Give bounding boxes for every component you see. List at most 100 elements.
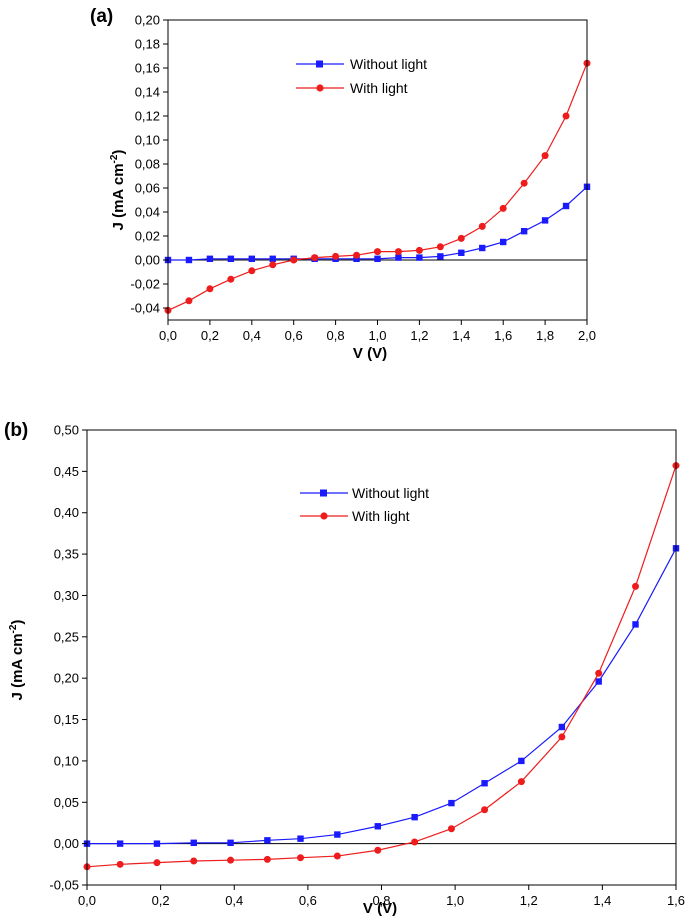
panel-b-x-tick-label: 1,2 — [520, 893, 538, 908]
panel-b-point-without-light — [481, 780, 488, 787]
panel-b-y-tick-label: 0,35 — [54, 547, 79, 562]
legend-label-with-light: With light — [352, 508, 410, 524]
panel-b-x-tick-label: 0,2 — [152, 893, 170, 908]
panel-a-label: (a) — [90, 6, 113, 27]
panel-b-x-tick-label: 1,6 — [667, 893, 685, 908]
panel-b-point-without-light — [264, 837, 271, 844]
panel-b-series-line-with-light — [86, 465, 677, 868]
panel-b-point-without-light — [227, 839, 234, 847]
panel-b-point-with-light — [411, 838, 419, 846]
panel-a-point-without-light — [185, 256, 193, 264]
panel-a-y-tick-label: 0,14 — [135, 85, 160, 100]
panel-b-y-tick-label: 0,15 — [54, 712, 79, 727]
panel-b-point-without-light — [632, 621, 639, 628]
panel-a-legend: Without light With light — [296, 56, 427, 96]
panel-a-y-tick-label: 0,06 — [135, 181, 160, 196]
panel-a-x-tick-label: 2,0 — [578, 328, 596, 343]
panel-a-point-without-light — [269, 255, 276, 262]
panel-a-y-tick-label: 0,16 — [135, 61, 160, 76]
panel-b-y-tick-label: 0,20 — [54, 671, 79, 686]
panel-b-point-without-light — [411, 813, 418, 821]
panel-b-y-tick-label: 0,00 — [54, 836, 79, 851]
panel-b-x-tick-label: 0,4 — [225, 893, 243, 908]
panel-b-point-with-light — [116, 860, 124, 868]
panel-a-x-tick-label: 1,8 — [536, 328, 554, 343]
panel-a-point-with-light — [374, 248, 381, 256]
panel-b-point-without-light — [448, 799, 455, 807]
panel-b-point-without-light — [595, 678, 602, 685]
legend-label-without-light: Without light — [352, 485, 429, 501]
panel-a-point-with-light — [499, 204, 507, 212]
panel-b-point-with-light — [297, 854, 305, 862]
panel-a-y-tick-label: 0,18 — [135, 37, 160, 52]
panel-a-point-without-light — [520, 228, 528, 235]
panel-a-y-tick-label: 0,00 — [135, 253, 160, 268]
panel-b-point-without-light — [190, 839, 197, 847]
panel-b-point-without-light — [297, 835, 304, 842]
panel-a-point-with-light — [520, 179, 528, 187]
panel-a-y-tick-label: 0,20 — [135, 13, 160, 28]
panel-b-series-line-without-light — [87, 548, 677, 845]
panel-b-x-tick-label: 0,0 — [78, 893, 96, 908]
panel-a-x-tick-label: 0,0 — [159, 328, 177, 343]
panel-b-point-without-light — [334, 831, 341, 838]
panel-b-point-without-light — [374, 823, 382, 830]
panel-a-point-without-light — [437, 253, 444, 260]
panel-a-point-without-light — [416, 254, 423, 261]
panel-a-x-tick-label: 1,4 — [452, 328, 470, 343]
panel-a-point-with-light — [457, 234, 465, 242]
panel-a-y-tick-label: 0,04 — [135, 205, 160, 220]
panel-a-point-with-light — [311, 254, 319, 262]
panel-b-point-with-light — [190, 857, 198, 865]
panel-a-point-with-light — [415, 246, 423, 254]
panel-a-y-tick-label: 0,08 — [135, 157, 160, 172]
panel-a-x-tick-label: 1,6 — [494, 328, 512, 343]
legend-marker-without-light — [320, 489, 327, 497]
panel-b-point-with-light — [227, 856, 235, 864]
legend-marker-with-light — [316, 84, 324, 92]
panel-b-y-tick-label: 0,50 — [54, 423, 79, 438]
panel-b-point-with-light — [632, 582, 640, 590]
panel-a-point-without-light — [562, 202, 570, 210]
panel-a-point-without-light — [227, 255, 235, 262]
panel-a-point-without-light — [374, 255, 381, 262]
panel-b-y-tick-label: 0,45 — [54, 464, 79, 479]
panel-b-y-tick-label: 0,25 — [54, 629, 79, 644]
panel-a-point-with-light — [332, 252, 340, 260]
panel-a-x-tick-label: 0,6 — [285, 328, 303, 343]
panel-b-point-with-light — [263, 855, 271, 863]
panel-a-y-axis-title: J (mA cm-2) — [109, 150, 127, 231]
panel-a-series-line-with-light — [167, 62, 588, 311]
panel-b-x-tick-label: 1,4 — [593, 893, 611, 908]
panel-b-point-with-light — [558, 733, 566, 741]
legend-label-with-light: With light — [350, 80, 408, 96]
panel-a-point-with-light — [353, 251, 361, 259]
panel-a-y-tick-label: -0,02 — [130, 277, 160, 292]
panel-b-x-tick-label: 1,0 — [446, 893, 464, 908]
panel-b-point-with-light — [374, 846, 382, 854]
panel-b-point-without-light — [153, 840, 161, 847]
panel-a-point-with-light — [185, 297, 193, 305]
panel-a-point-without-light — [248, 255, 255, 262]
panel-a-x-tick-label: 0,2 — [201, 328, 219, 343]
panel-a-point-with-light — [394, 248, 402, 256]
panel-a-point-with-light — [227, 275, 235, 283]
panel-a-y-tick-label: -0,04 — [130, 301, 160, 316]
panel-b-point-without-light — [116, 840, 124, 847]
panel-b-y-tick-label: 0,05 — [54, 795, 79, 810]
panel-a-point-with-light — [436, 243, 444, 251]
panel-b-legend: Without light With light — [300, 485, 429, 524]
panel-b-point-with-light — [153, 859, 161, 867]
panel-a-point-without-light — [479, 244, 486, 252]
chart-panel-b: (b) 0,0 0,2 0,4 0,6 0,8 1,0 1,2 1,4 1,6 -0,05 0,00… — [4, 420, 685, 917]
panel-a-y-tick-label: 0,10 — [135, 133, 160, 148]
panel-a-x-tick-label: 0,4 — [243, 328, 261, 343]
panel-a-point-with-light — [541, 152, 549, 160]
panel-b-y-tick-label: 0,40 — [54, 505, 79, 520]
panel-b-x-axis-title: V (V) — [363, 900, 397, 917]
panel-a-point-with-light — [562, 112, 570, 120]
panel-b-point-with-light — [333, 852, 341, 860]
panel-a-point-with-light — [290, 256, 298, 264]
legend-marker-with-light — [320, 512, 328, 520]
